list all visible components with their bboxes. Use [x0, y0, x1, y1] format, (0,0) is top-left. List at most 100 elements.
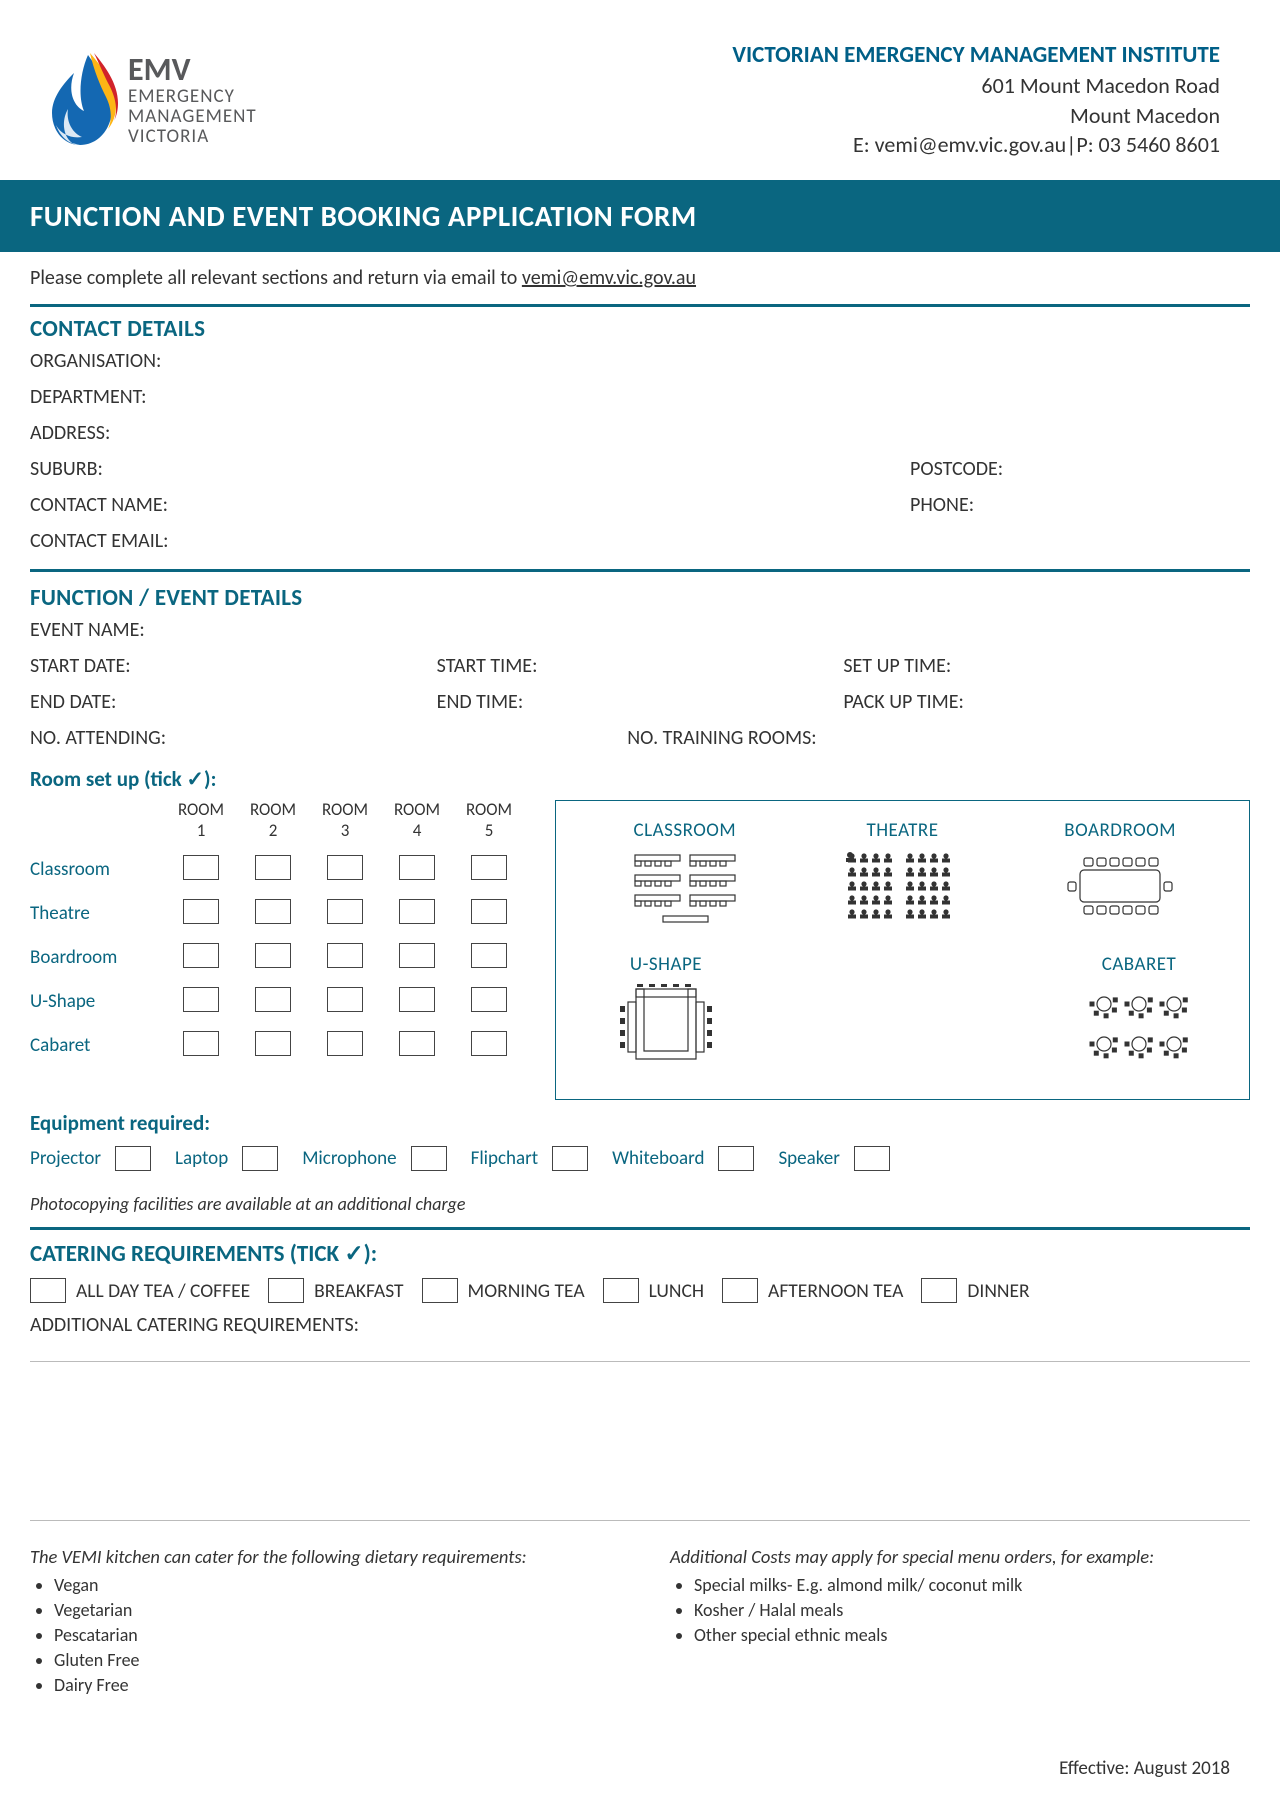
contact-heading: CONTACT DETAILS [30, 304, 1250, 343]
room-checkbox[interactable] [399, 1031, 435, 1056]
diagram-ushape: U-SHAPE [606, 953, 726, 1069]
diagram-classroom-label: CLASSROOM [625, 819, 745, 842]
equipment-row: ProjectorLaptopMicrophoneFlipchartWhiteb… [30, 1146, 1250, 1171]
room-checkbox[interactable] [255, 855, 291, 880]
field-postcode: POSTCODE: [910, 457, 1250, 481]
logo-line2: MANAGEMENT [128, 107, 257, 127]
room-col-header: ROOM1 [165, 800, 237, 841]
additional-catering-label: ADDITIONAL CATERING REQUIREMENTS: [30, 1313, 1250, 1337]
room-checkbox[interactable] [399, 943, 435, 968]
dietary-right-intro: Additional Costs may apply for special m… [670, 1545, 1250, 1568]
logo: EMV EMERGENCY MANAGEMENT VICTORIA [50, 40, 257, 160]
room-checkbox[interactable] [471, 855, 507, 880]
room-row-label: Classroom [30, 858, 165, 881]
room-checkbox[interactable] [399, 899, 435, 924]
logo-acronym: EMV [128, 53, 257, 87]
contact-line: E: vemi@emv.vic.gov.au|P: 03 5460 8601 [732, 130, 1220, 160]
room-checkbox[interactable] [183, 1031, 219, 1056]
room-checkbox[interactable] [255, 987, 291, 1012]
catering-checkbox[interactable] [422, 1278, 458, 1303]
equipment-checkbox[interactable] [411, 1146, 447, 1171]
list-item: Vegetarian [54, 1599, 610, 1621]
list-item: Pescatarian [54, 1624, 610, 1646]
diagram-theatre: THEATRE [842, 819, 962, 935]
room-checkbox[interactable] [183, 899, 219, 924]
field-department: DEPARTMENT: [30, 385, 360, 409]
room-col-header: ROOM4 [381, 800, 453, 841]
room-checkbox[interactable] [183, 855, 219, 880]
room-checkbox[interactable] [183, 987, 219, 1012]
field-start-date: START DATE: [30, 654, 437, 678]
list-item: Kosher / Halal meals [694, 1599, 1250, 1621]
equipment-label: Flipchart [471, 1147, 539, 1170]
room-checkbox[interactable] [399, 987, 435, 1012]
field-phone: PHONE: [910, 493, 1250, 517]
room-col-header: ROOM2 [237, 800, 309, 841]
room-checkbox[interactable] [327, 987, 363, 1012]
cabaret-icon [1079, 984, 1199, 1064]
room-col-header: ROOM5 [453, 800, 525, 841]
logo-line3: VICTORIA [128, 127, 257, 147]
divider [30, 1361, 1250, 1362]
room-checkbox[interactable] [255, 899, 291, 924]
equipment-checkbox[interactable] [718, 1146, 754, 1171]
boardroom-icon [1060, 850, 1180, 930]
field-suburb: SUBURB: [30, 457, 360, 481]
equipment-checkbox[interactable] [552, 1146, 588, 1171]
dietary-left-intro: The VEMI kitchen can cater for the follo… [30, 1545, 610, 1568]
event-heading: FUNCTION / EVENT DETAILS [30, 584, 1250, 612]
room-checkbox[interactable] [327, 1031, 363, 1056]
field-contact-name: CONTACT NAME: [30, 493, 360, 517]
classroom-icon [625, 850, 745, 930]
catering-heading: CATERING REQUIREMENTS (TICK ✓): [30, 1240, 1250, 1268]
room-row-label: Boardroom [30, 946, 165, 969]
room-checkbox[interactable] [255, 1031, 291, 1056]
diagram-cabaret-label: CABARET [1079, 953, 1199, 976]
list-item: Special milks- E.g. almond milk/ coconut… [694, 1574, 1250, 1596]
room-checkbox[interactable] [327, 899, 363, 924]
field-setup-time: SET UP TIME: [843, 654, 1250, 678]
equipment-label: Laptop [175, 1147, 228, 1170]
equipment-checkbox[interactable] [242, 1146, 278, 1171]
room-setup-heading: Room set up (tick ✓): [30, 766, 1250, 792]
room-col-header: ROOM3 [309, 800, 381, 841]
catering-label: MORNING TEA [468, 1279, 585, 1303]
diagram-cabaret: CABARET [1079, 953, 1199, 1069]
logo-mark-icon [50, 53, 118, 148]
catering-checkbox[interactable] [921, 1278, 957, 1303]
field-end-time: END TIME: [437, 690, 844, 714]
catering-checkbox[interactable] [722, 1278, 758, 1303]
dietary-left: The VEMI kitchen can cater for the follo… [30, 1545, 610, 1699]
room-checkbox[interactable] [471, 1031, 507, 1056]
diagram-boardroom-label: BOARDROOM [1060, 819, 1180, 842]
equipment-checkbox[interactable] [115, 1146, 151, 1171]
field-attending: NO. ATTENDING: [30, 726, 423, 750]
room-checkbox[interactable] [399, 855, 435, 880]
equipment-checkbox[interactable] [854, 1146, 890, 1171]
address-line-2: Mount Macedon [732, 101, 1220, 131]
diagram-ushape-label: U-SHAPE [606, 953, 726, 976]
room-row-label: U-Shape [30, 990, 165, 1013]
room-checkbox[interactable] [471, 943, 507, 968]
catering-checkbox[interactable] [30, 1278, 66, 1303]
field-end-date: END DATE: [30, 690, 437, 714]
equipment-label: Speaker [778, 1147, 839, 1170]
room-checkbox[interactable] [471, 987, 507, 1012]
equipment-label: Microphone [302, 1147, 396, 1170]
room-checkbox[interactable] [183, 943, 219, 968]
instruction-email-link[interactable]: vemi@emv.vic.gov.au [522, 266, 696, 290]
equipment-label: Projector [30, 1147, 101, 1170]
catering-checkbox[interactable] [268, 1278, 304, 1303]
room-checkbox[interactable] [471, 899, 507, 924]
catering-checkbox[interactable] [603, 1278, 639, 1303]
instruction-prefix: Please complete all relevant sections an… [30, 266, 522, 290]
field-contact-email: CONTACT EMAIL: [30, 529, 360, 553]
list-item: Other special ethnic meals [694, 1624, 1250, 1646]
page-title: FUNCTION AND EVENT BOOKING APPLICATION F… [0, 180, 1280, 252]
room-checkbox[interactable] [255, 943, 291, 968]
catering-label: DINNER [967, 1279, 1029, 1303]
logo-text: EMV EMERGENCY MANAGEMENT VICTORIA [128, 53, 257, 146]
room-checkbox[interactable] [327, 943, 363, 968]
room-checkbox[interactable] [327, 855, 363, 880]
catering-label: BREAKFAST [314, 1279, 403, 1303]
